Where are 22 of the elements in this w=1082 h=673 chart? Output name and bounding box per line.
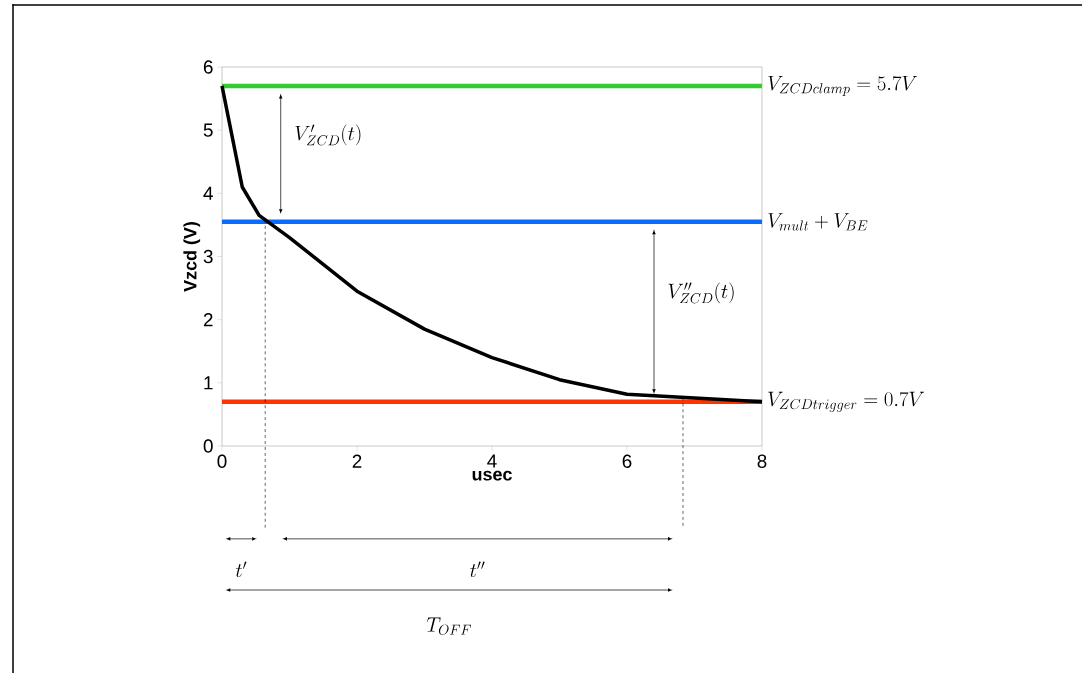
annotation: $V''_{ZCD}(t)$ bbox=[668, 282, 734, 304]
x-axis-title: usec bbox=[472, 470, 512, 481]
y-tick-label: 2 bbox=[203, 313, 213, 327]
x-tick-label: 8 bbox=[757, 454, 767, 468]
y-tick-label: 5 bbox=[203, 123, 213, 137]
y-tick-label: 3 bbox=[203, 249, 213, 264]
text: $t'$ bbox=[235, 561, 247, 578]
ref-line-label: $V_{mult} + V_{BE}$ bbox=[768, 213, 868, 231]
ref-line-label: $V_{ZCDtrigger} = 0.7V$ bbox=[768, 391, 925, 412]
x-tick-label: 2 bbox=[352, 454, 362, 468]
text: $T_{OFF}$ bbox=[426, 617, 471, 635]
y-tick-label: 1 bbox=[204, 376, 213, 390]
y-tick-label: 4 bbox=[203, 186, 213, 200]
x-tick-label: 6 bbox=[622, 454, 632, 468]
x-tick-label: 0 bbox=[217, 454, 227, 468]
x-tick-label: 4 bbox=[487, 454, 497, 468]
y-tick-label: 6 bbox=[203, 60, 213, 74]
y-axis-title: Vzcd (V) bbox=[183, 222, 201, 292]
annotation: $V'_{ZCD}(t)$ bbox=[295, 124, 361, 146]
ref-line-label: $V_{ZCDclamp} = 5.7V$ bbox=[768, 75, 917, 96]
y-tick-label: 0 bbox=[203, 439, 213, 453]
text: $t''$ bbox=[470, 561, 485, 578]
